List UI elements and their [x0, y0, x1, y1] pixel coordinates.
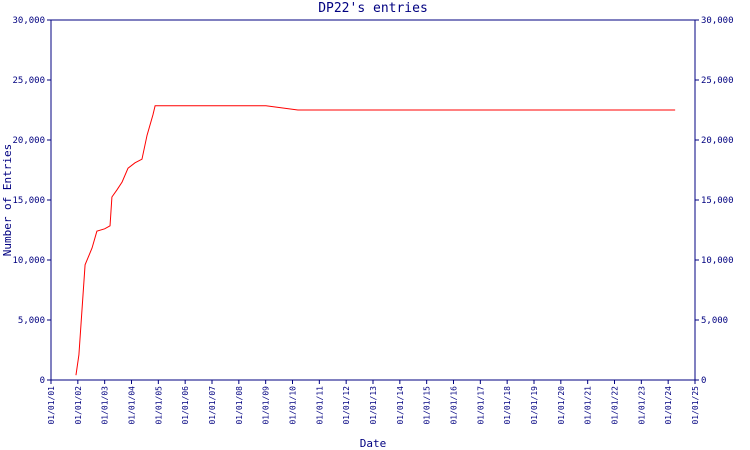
x-tick-label: 01/01/04 [128, 386, 137, 425]
chart-title: DP22's entries [318, 1, 428, 16]
x-tick-label: 01/01/21 [584, 386, 593, 425]
x-tick-label: 01/01/01 [47, 386, 56, 425]
x-tick-label: 01/01/19 [530, 386, 539, 425]
y-tick-label: 20,000 [12, 136, 45, 146]
y2-tick-label: 15,000 [701, 196, 734, 206]
plot-frame [50, 19, 696, 381]
y2-tick-label: 20,000 [701, 136, 734, 146]
y2-tick-label: 30,000 [701, 16, 734, 26]
y-tick-label: 5,000 [18, 316, 45, 326]
y2-tick-label: 0 [701, 376, 706, 386]
x-tick-label: 01/01/11 [315, 386, 324, 425]
y-tick-label: 0 [40, 376, 45, 386]
x-tick-label: 01/01/10 [289, 386, 298, 425]
x-tick-label: 01/01/12 [342, 386, 351, 425]
y-axis-label: Number of Entries [1, 144, 14, 257]
x-tick-label: 01/01/22 [611, 386, 620, 425]
y-tick-label: 25,000 [12, 76, 45, 86]
line-series [75, 105, 676, 376]
x-tick-label: 01/01/06 [181, 386, 190, 425]
y-tick-label: 30,000 [12, 16, 45, 26]
x-tick-label: 01/01/13 [369, 386, 378, 425]
x-tick-label: 01/01/05 [154, 386, 163, 425]
y-tick-label: 10,000 [12, 256, 45, 266]
x-tick-label: 01/01/07 [208, 386, 217, 425]
y2-tick-label: 5,000 [701, 316, 728, 326]
x-tick-label: 01/01/24 [664, 386, 673, 425]
x-tick-label: 01/01/15 [423, 386, 432, 425]
x-tick-label: 01/01/25 [691, 386, 700, 425]
x-tick-label: 01/01/02 [74, 386, 83, 425]
x-tick-label: 01/01/09 [262, 386, 271, 425]
x-tick-label: 01/01/20 [557, 386, 566, 425]
x-axis-label: Date [360, 437, 387, 450]
y-tick-label: 15,000 [12, 196, 45, 206]
y2-tick-label: 25,000 [701, 76, 734, 86]
x-tick-label: 01/01/18 [503, 386, 512, 425]
x-tick-label: 01/01/03 [101, 386, 110, 425]
x-tick-label: 01/01/23 [637, 386, 646, 425]
x-tick-label: 01/01/16 [450, 386, 459, 425]
y2-tick-label: 10,000 [701, 256, 734, 266]
x-tick-label: 01/01/17 [476, 386, 485, 425]
x-tick-label: 01/01/08 [235, 386, 244, 425]
x-tick-label: 01/01/14 [396, 386, 405, 425]
